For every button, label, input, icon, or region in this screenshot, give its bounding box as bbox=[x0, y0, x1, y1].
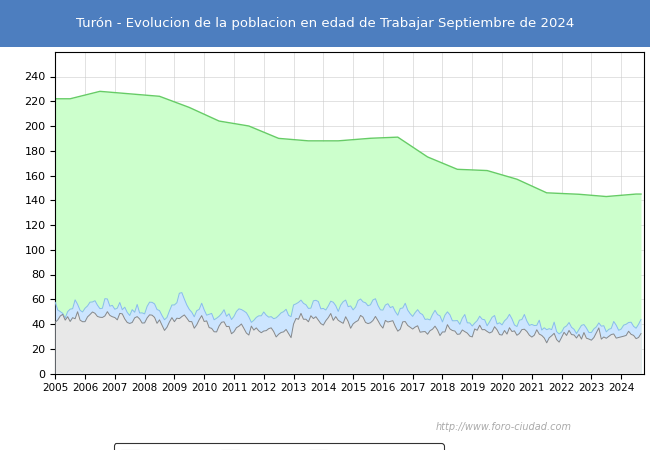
Text: Turón - Evolucion de la poblacion en edad de Trabajar Septiembre de 2024: Turón - Evolucion de la poblacion en eda… bbox=[76, 17, 574, 30]
Legend: Ocupados, Parados, Hab. entre 16-64: Ocupados, Parados, Hab. entre 16-64 bbox=[114, 443, 444, 450]
Text: foro-ciudad.com: foro-ciudad.com bbox=[270, 229, 429, 248]
Text: http://www.foro-ciudad.com: http://www.foro-ciudad.com bbox=[436, 422, 572, 432]
